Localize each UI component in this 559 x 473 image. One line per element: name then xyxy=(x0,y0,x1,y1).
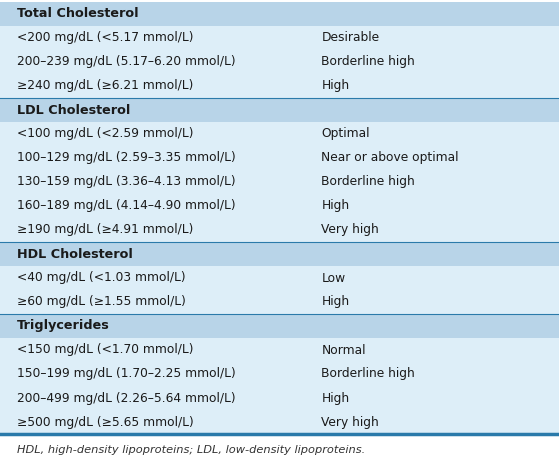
Text: Desirable: Desirable xyxy=(321,32,380,44)
Text: ≥240 mg/dL (≥6.21 mmol/L): ≥240 mg/dL (≥6.21 mmol/L) xyxy=(17,79,193,93)
Bar xyxy=(0,50,559,74)
Text: High: High xyxy=(321,296,349,308)
Text: <150 mg/dL (<1.70 mmol/L): <150 mg/dL (<1.70 mmol/L) xyxy=(17,343,193,357)
Bar xyxy=(0,290,559,314)
Text: Borderline high: Borderline high xyxy=(321,55,415,69)
Bar xyxy=(0,2,559,26)
Text: 150–199 mg/dL (1.70–2.25 mmol/L): 150–199 mg/dL (1.70–2.25 mmol/L) xyxy=(17,368,235,380)
Bar xyxy=(0,146,559,170)
Bar xyxy=(0,98,559,122)
Text: 130–159 mg/dL (3.36–4.13 mmol/L): 130–159 mg/dL (3.36–4.13 mmol/L) xyxy=(17,175,235,189)
Text: ≥60 mg/dL (≥1.55 mmol/L): ≥60 mg/dL (≥1.55 mmol/L) xyxy=(17,296,186,308)
Bar xyxy=(0,194,559,218)
Text: HDL, high-density lipoproteins; LDL, low-density lipoproteins.: HDL, high-density lipoproteins; LDL, low… xyxy=(17,445,365,455)
Text: 200–239 mg/dL (5.17–6.20 mmol/L): 200–239 mg/dL (5.17–6.20 mmol/L) xyxy=(17,55,235,69)
Text: High: High xyxy=(321,392,349,404)
Bar xyxy=(0,266,559,290)
Text: 100–129 mg/dL (2.59–3.35 mmol/L): 100–129 mg/dL (2.59–3.35 mmol/L) xyxy=(17,151,235,165)
Text: LDL Cholesterol: LDL Cholesterol xyxy=(17,104,130,116)
Bar xyxy=(0,26,559,50)
Bar xyxy=(0,74,559,98)
Text: <100 mg/dL (<2.59 mmol/L): <100 mg/dL (<2.59 mmol/L) xyxy=(17,128,193,140)
Text: Near or above optimal: Near or above optimal xyxy=(321,151,459,165)
Bar xyxy=(0,410,559,434)
Bar xyxy=(0,362,559,386)
Bar xyxy=(0,122,559,146)
Text: Borderline high: Borderline high xyxy=(321,368,415,380)
Text: HDL Cholesterol: HDL Cholesterol xyxy=(17,247,132,261)
Text: High: High xyxy=(321,79,349,93)
Text: ≥190 mg/dL (≥4.91 mmol/L): ≥190 mg/dL (≥4.91 mmol/L) xyxy=(17,224,193,236)
Text: <200 mg/dL (<5.17 mmol/L): <200 mg/dL (<5.17 mmol/L) xyxy=(17,32,193,44)
Text: Triglycerides: Triglycerides xyxy=(17,319,110,333)
Text: Optimal: Optimal xyxy=(321,128,370,140)
Bar xyxy=(0,242,559,266)
Text: <40 mg/dL (<1.03 mmol/L): <40 mg/dL (<1.03 mmol/L) xyxy=(17,272,186,284)
Bar xyxy=(0,338,559,362)
Text: Low: Low xyxy=(321,272,345,284)
Text: ≥500 mg/dL (≥5.65 mmol/L): ≥500 mg/dL (≥5.65 mmol/L) xyxy=(17,415,193,429)
Text: High: High xyxy=(321,200,349,212)
Bar xyxy=(0,218,559,242)
Text: Very high: Very high xyxy=(321,224,379,236)
Text: Borderline high: Borderline high xyxy=(321,175,415,189)
Bar xyxy=(0,170,559,194)
Text: Total Cholesterol: Total Cholesterol xyxy=(17,8,139,20)
Bar xyxy=(0,314,559,338)
Text: Very high: Very high xyxy=(321,415,379,429)
Text: 160–189 mg/dL (4.14–4.90 mmol/L): 160–189 mg/dL (4.14–4.90 mmol/L) xyxy=(17,200,235,212)
Text: Normal: Normal xyxy=(321,343,366,357)
Text: 200–499 mg/dL (2.26–5.64 mmol/L): 200–499 mg/dL (2.26–5.64 mmol/L) xyxy=(17,392,235,404)
Bar xyxy=(0,386,559,410)
